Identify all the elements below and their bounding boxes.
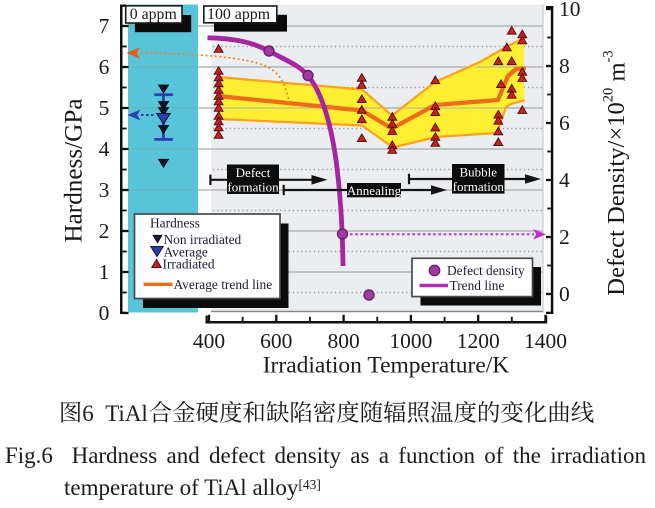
svg-text:1400: 1400 <box>524 329 567 353</box>
svg-text:8: 8 <box>559 54 570 78</box>
svg-text:1000: 1000 <box>389 329 432 353</box>
svg-text:formation: formation <box>453 179 505 194</box>
svg-text:5: 5 <box>99 96 110 120</box>
svg-text:formation: formation <box>227 180 279 195</box>
svg-text:Hardness: Hardness <box>150 216 200 231</box>
svg-text:0 appm: 0 appm <box>130 6 178 23</box>
svg-text:6 TiAl: 6 TiAl <box>82 401 148 426</box>
svg-text:Irradiation Temperature/K: Irradiation Temperature/K <box>263 353 510 379</box>
svg-text:6: 6 <box>559 111 570 135</box>
svg-text:10: 10 <box>559 0 581 21</box>
svg-text:400: 400 <box>193 329 225 353</box>
svg-text:600: 600 <box>260 329 292 353</box>
svg-text:6: 6 <box>99 55 110 79</box>
svg-text:100 appm: 100 appm <box>207 6 271 23</box>
svg-text:Average trend line: Average trend line <box>174 277 273 292</box>
svg-text:Hardness/GPa: Hardness/GPa <box>61 98 88 242</box>
svg-text:0: 0 <box>99 301 110 325</box>
svg-text:Defect Density/×1020 m-3: Defect Density/×1020 m-3 <box>601 50 631 295</box>
svg-text:3: 3 <box>99 178 110 202</box>
svg-text:Annealing: Annealing <box>347 183 402 198</box>
svg-text:800: 800 <box>327 329 359 353</box>
svg-text:Bubble: Bubble <box>459 164 497 179</box>
svg-text:4: 4 <box>559 168 570 192</box>
svg-text:2: 2 <box>99 219 110 243</box>
svg-text:Average: Average <box>164 245 208 260</box>
svg-text:Defect density: Defect density <box>447 263 525 278</box>
svg-text:4: 4 <box>99 137 110 161</box>
svg-text:7: 7 <box>99 14 110 38</box>
svg-text:1200: 1200 <box>457 329 500 353</box>
svg-text:Defect: Defect <box>236 165 271 180</box>
svg-text:Irradiated: Irradiated <box>163 257 215 272</box>
svg-text:0: 0 <box>559 282 570 306</box>
svg-text:2: 2 <box>559 225 570 249</box>
svg-text:Trend line: Trend line <box>450 278 505 293</box>
svg-text:Non irradiated: Non irradiated <box>164 232 242 247</box>
svg-text:1: 1 <box>99 260 110 284</box>
